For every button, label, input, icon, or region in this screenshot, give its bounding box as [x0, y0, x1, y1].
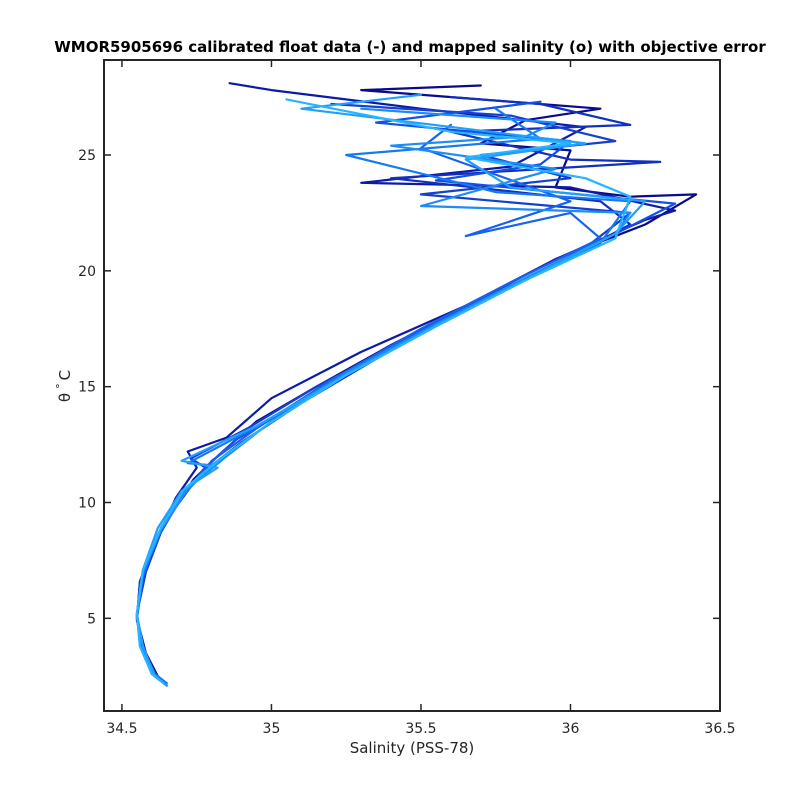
profile-lines: [135, 82, 698, 687]
y-tick-label: 10: [78, 495, 96, 511]
profile-line-10: [135, 98, 632, 685]
y-tick-label: 15: [78, 380, 96, 396]
x-tick-label: 35: [263, 721, 281, 737]
x-tick-label: 36: [562, 721, 580, 737]
y-tick-label: 5: [87, 611, 96, 627]
x-axis-label: Salinity (PSS-78): [350, 739, 475, 757]
x-axis: 34.5 35 35.5 36 36.5: [106, 60, 736, 737]
x-tick-label: 35.5: [405, 721, 436, 737]
y-axis-label-symbol: θ: [56, 393, 74, 402]
plot-frame: [103, 59, 721, 712]
y-axis-label-degree: °: [54, 383, 67, 389]
plot-area: [104, 60, 720, 711]
y-tick-label: 25: [78, 148, 96, 164]
x-tick-label: 36.5: [704, 721, 735, 737]
y-axis: 5 10 15 20 25: [78, 148, 720, 627]
y-axis-label: θ ° C: [54, 370, 74, 402]
y-axis-label-unit: C: [56, 370, 74, 380]
y-tick-label: 20: [78, 264, 96, 280]
chart-title: WMOR5905696 calibrated float data (-) an…: [54, 38, 766, 56]
x-tick-label: 34.5: [106, 721, 137, 737]
